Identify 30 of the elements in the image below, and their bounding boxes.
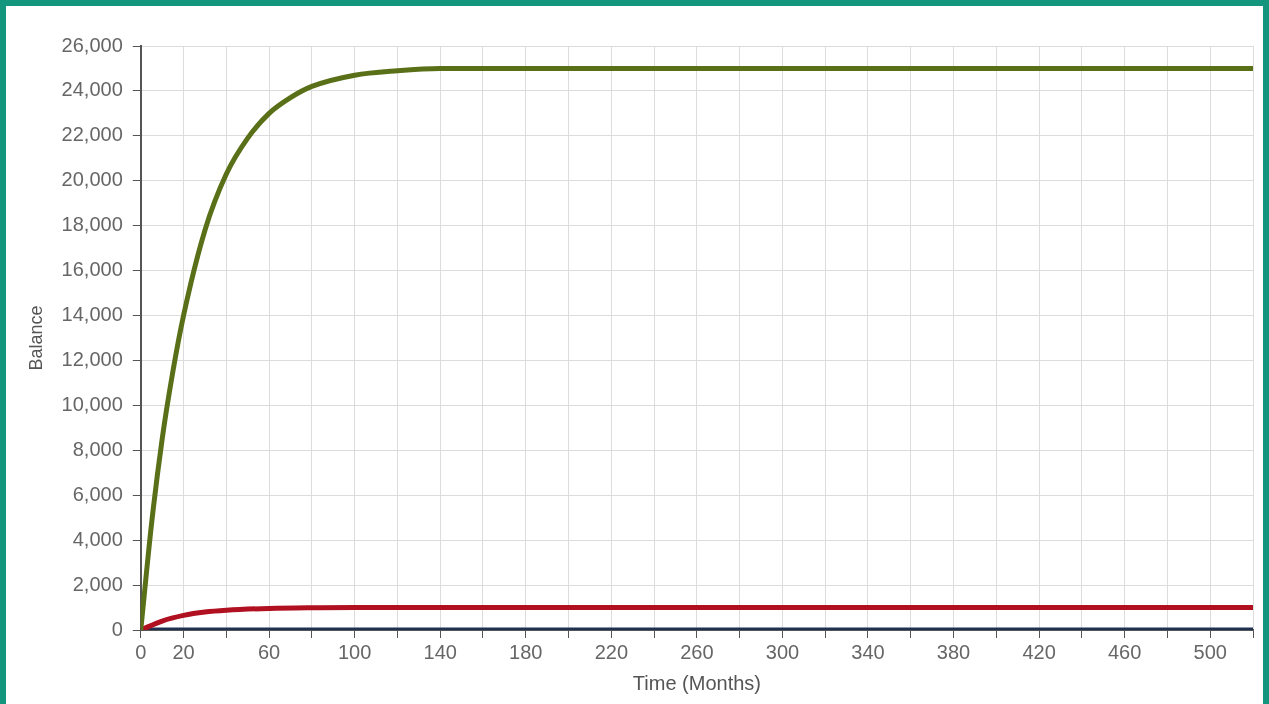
x-tick-label: 260	[680, 640, 714, 663]
x-tick-label: 20	[172, 640, 195, 663]
y-tick-label: 8,000	[72, 437, 123, 460]
y-tick-label: 20,000	[61, 168, 123, 191]
x-tick-label: 180	[509, 640, 543, 663]
y-tick-label: 14,000	[61, 303, 123, 326]
x-tick-label: 420	[1022, 640, 1056, 663]
x-tick-label: 100	[337, 640, 372, 663]
y-tick-label: 6,000	[72, 482, 123, 505]
y-tick-label: 12,000	[61, 347, 123, 370]
x-tick-label: 300	[765, 640, 800, 663]
y-tick-label: 0	[111, 617, 123, 640]
y-tick-label: 26,000	[61, 33, 123, 56]
x-tick-label: 140	[423, 640, 457, 663]
x-tick-label: 0	[135, 640, 147, 663]
x-tick-label: 380	[936, 640, 971, 663]
y-tick-label: 16,000	[61, 258, 123, 281]
y-tick-label: 2,000	[72, 572, 123, 595]
y-axis-title: Balance	[25, 305, 46, 371]
y-tick-label: 18,000	[61, 213, 123, 236]
x-tick-label: 220	[594, 640, 629, 663]
y-tick-label: 4,000	[72, 527, 123, 550]
x-tick-label: 500	[1193, 640, 1227, 663]
x-tick-label: 460	[1107, 640, 1142, 663]
x-tick-label: 60	[257, 640, 281, 663]
y-tick-label: 10,000	[61, 392, 123, 415]
y-tick-label: 24,000	[61, 78, 123, 101]
y-tick-label: 22,000	[61, 123, 123, 146]
x-axis-title: Time (Months)	[632, 671, 761, 694]
x-tick-label: 340	[851, 640, 885, 663]
